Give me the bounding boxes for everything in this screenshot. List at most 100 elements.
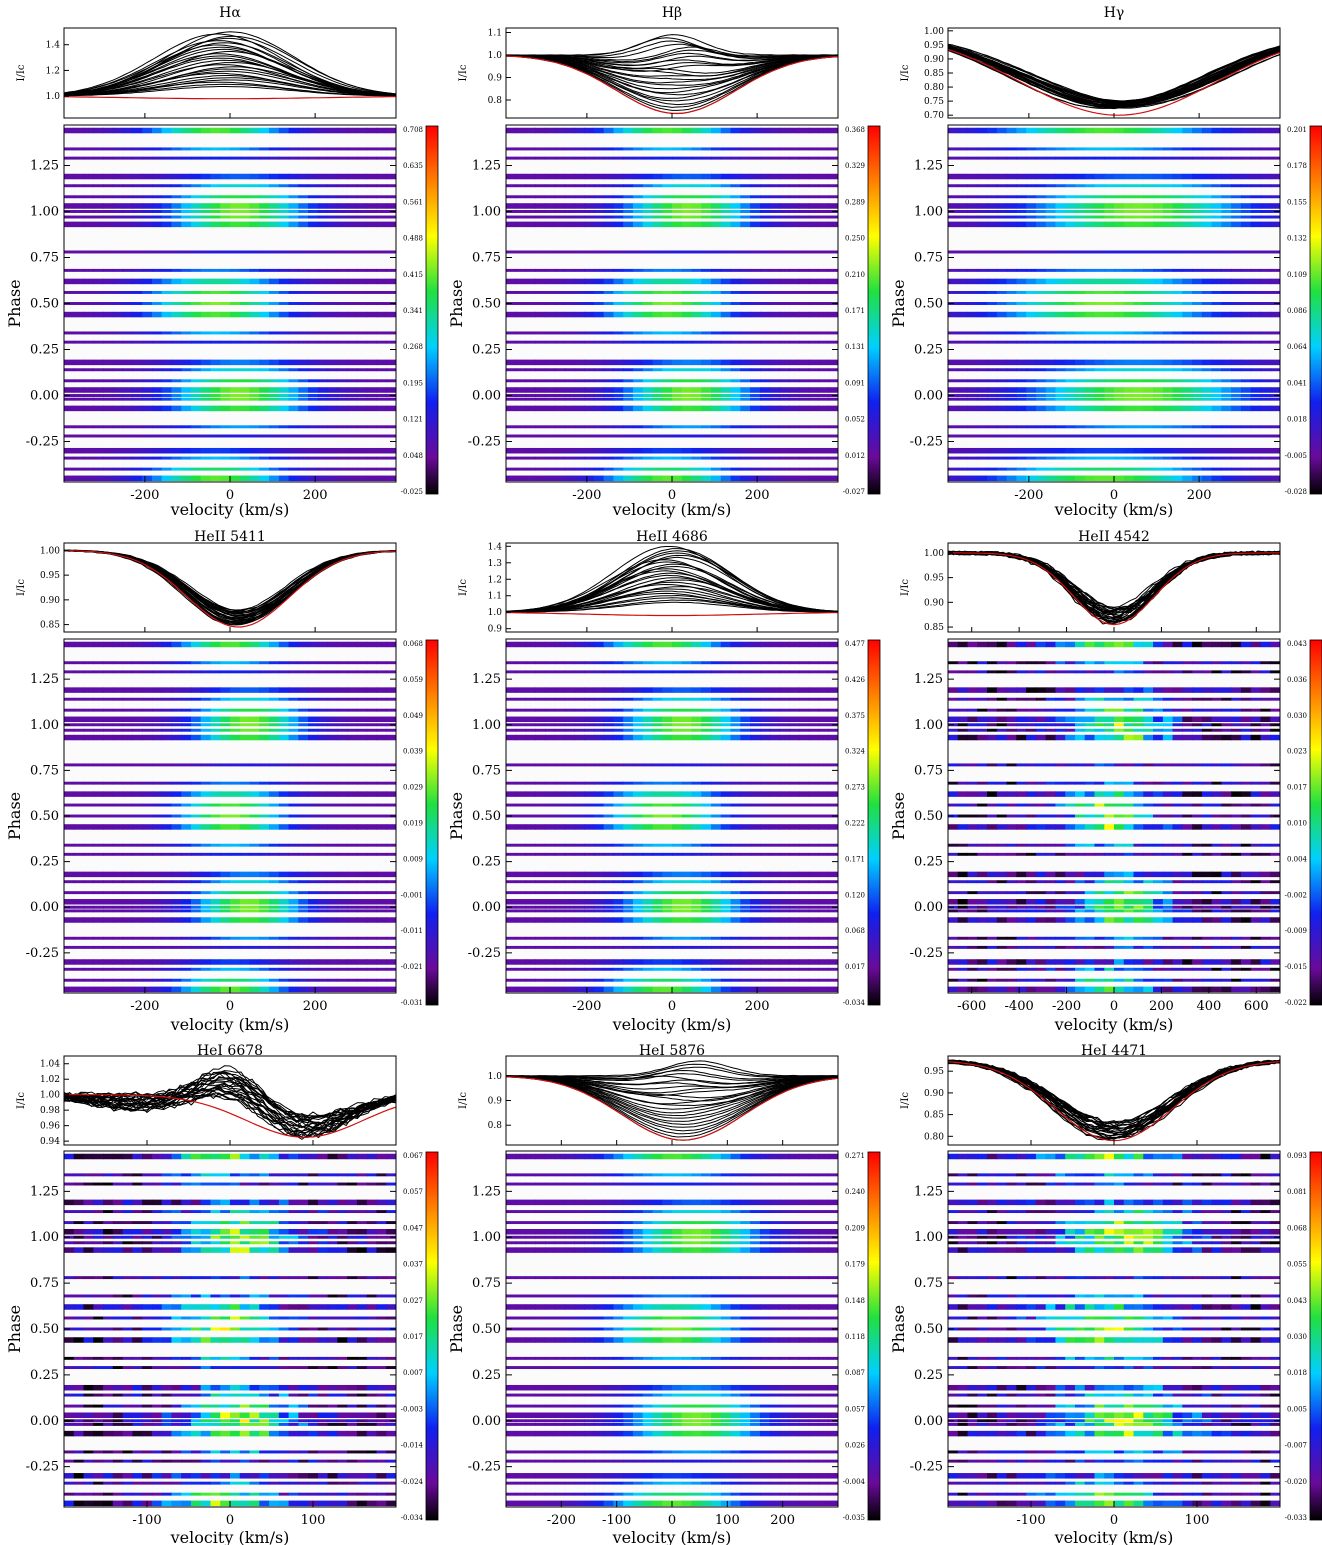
profile-tick-label: 1.2 xyxy=(488,575,502,585)
colorbar-tick-label: 0.027 xyxy=(403,1297,423,1305)
profile-line xyxy=(64,1081,396,1129)
x-axis-label: velocity (km/s) xyxy=(612,1015,732,1034)
profile-line xyxy=(64,549,396,618)
panel-title: HeI 4471 xyxy=(1081,1043,1147,1059)
x-tick-label: 100 xyxy=(715,1513,740,1528)
x-tick-label: -100 xyxy=(602,1513,631,1528)
x-tick-label: 0 xyxy=(668,999,676,1014)
x-tick-label: 0 xyxy=(226,1513,234,1528)
profile-line xyxy=(948,45,1280,106)
profile-curves xyxy=(948,1059,1280,1142)
colorbar-tick-label: 0.178 xyxy=(1287,162,1307,170)
colorbar xyxy=(425,639,439,1006)
colorbar-tick-label: 0.009 xyxy=(403,855,423,863)
panel-title: Hα xyxy=(219,5,241,21)
x-tick-label: 100 xyxy=(301,1513,326,1528)
phase-tick-label: 0.75 xyxy=(914,763,943,778)
panel-8: HeI 4471 0.95 0.90 0.85 0.80 I/Ic 1.25 1.00 0.75… xyxy=(889,1043,1322,1545)
colorbar xyxy=(867,125,881,495)
profile-tick-label: 1.0 xyxy=(488,51,503,61)
colorbar-tick-label: 0.155 xyxy=(1287,198,1307,206)
profile-line xyxy=(506,548,838,613)
panel-3: HeII 5411 1.00 0.95 0.90 0.85 I/Ic 1.25 1.00 0.7… xyxy=(5,529,439,1034)
phase-tick-label: 0.00 xyxy=(914,1414,943,1429)
phase-tick-label: 1.00 xyxy=(914,718,943,733)
colorbar-tick-label: 0.250 xyxy=(845,235,865,243)
colorbar-tick-label: 0.268 xyxy=(403,343,423,351)
profile-line xyxy=(948,550,1280,616)
colorbar-tick-label: 0.012 xyxy=(845,452,865,460)
profile-tick-label: 0.95 xyxy=(924,1067,944,1077)
panel-6: HeI 6678 1.04 1.02 1.00 0.98 0.96 0.94 I/Ic 1.25… xyxy=(5,1043,439,1545)
colorbar-tick-label: 0.488 xyxy=(403,235,423,243)
profile-line xyxy=(948,550,1280,624)
colorbar-tick-label: -0.024 xyxy=(401,1478,424,1486)
profile-tick-label: 1.0 xyxy=(46,92,61,102)
x-axis-label: velocity (km/s) xyxy=(170,1528,290,1545)
colorbar xyxy=(1309,1151,1322,1521)
phase-tick-label: -0.25 xyxy=(910,946,943,961)
colorbar-tick-label: 0.329 xyxy=(845,162,865,170)
profile-tick-label: 0.9 xyxy=(488,625,503,635)
template-profile xyxy=(64,550,396,628)
profile-tick-label: 0.9 xyxy=(488,74,503,84)
colorbar-tick-label: 0.708 xyxy=(403,126,423,134)
x-tick-label: 100 xyxy=(1185,1513,1210,1528)
colorbar-tick-label: -0.014 xyxy=(401,1442,424,1450)
profile-curves xyxy=(506,34,838,115)
colorbar-tick-label: 0.131 xyxy=(845,343,865,351)
phase-tick-label: 1.00 xyxy=(30,1230,59,1245)
phase-tick-label: 0.75 xyxy=(30,250,59,265)
template-profile xyxy=(948,552,1280,626)
phase-tick-label: -0.25 xyxy=(26,946,59,961)
profile-ylabel: I/Ic xyxy=(16,1092,27,1109)
profile-line xyxy=(948,46,1280,108)
profile-tick-label: 1.2 xyxy=(46,66,60,76)
dynamic-map xyxy=(948,639,1280,993)
colorbar-tick-label: 0.561 xyxy=(403,198,423,206)
profile-line xyxy=(948,551,1280,610)
profile-line xyxy=(64,40,396,96)
colorbar-tick-label: -0.022 xyxy=(1285,999,1307,1007)
phase-tick-label: 0.25 xyxy=(472,1368,501,1383)
colorbar-tick-label: 0.289 xyxy=(845,198,865,206)
profile-line xyxy=(948,550,1280,611)
phase-tick-label: 1.00 xyxy=(914,1230,943,1245)
profile-line xyxy=(506,561,838,613)
phase-tick-label: 0.25 xyxy=(914,1368,943,1383)
template-profile xyxy=(506,1076,838,1141)
profile-tick-label: 0.90 xyxy=(40,596,60,606)
profile-ylabel: I/Ic xyxy=(458,1092,469,1109)
colorbar-tick-label: 0.324 xyxy=(845,748,866,756)
dynamic-map xyxy=(948,1151,1280,1507)
profile-curves xyxy=(506,546,838,617)
x-tick-label: -200 xyxy=(572,999,601,1014)
colorbar-tick-label: 0.029 xyxy=(403,784,423,792)
profile-tick-label: 1.00 xyxy=(40,546,60,556)
panel-0: Hα 1.4 1.2 1.0 I/Ic 1.25 1.00 0.75 0.50 0.25 0.00 -… xyxy=(5,5,439,519)
phase-tick-label: 0.25 xyxy=(472,855,501,870)
x-axis-label: velocity (km/s) xyxy=(170,500,290,519)
profile-tick-label: 0.80 xyxy=(924,1132,944,1142)
profile-line xyxy=(64,1087,396,1133)
profile-line xyxy=(64,550,396,626)
profile-frame xyxy=(505,1055,839,1146)
profile-line xyxy=(64,550,396,619)
profile-curves xyxy=(64,1065,396,1140)
x-tick-label: -600 xyxy=(957,999,986,1014)
profile-tick-label: 0.9 xyxy=(488,1097,503,1107)
x-tick-label: 200 xyxy=(1149,999,1174,1014)
colorbar-tick-label: 0.273 xyxy=(845,784,865,792)
colorbar-tick-label: -0.002 xyxy=(1285,891,1307,899)
profile-line xyxy=(64,31,396,95)
x-axis-label: velocity (km/s) xyxy=(1054,1528,1174,1545)
profile-line xyxy=(64,1072,396,1121)
colorbar-tick-label: 0.030 xyxy=(1287,712,1307,720)
colorbar-tick-label: 0.018 xyxy=(1287,416,1307,424)
colorbar-tick-label: 0.010 xyxy=(1287,820,1307,828)
x-tick-label: 200 xyxy=(1187,488,1212,503)
profile-tick-label: 0.90 xyxy=(924,598,944,608)
colorbar xyxy=(867,1151,881,1521)
colorbar-tick-label: 0.148 xyxy=(845,1297,865,1305)
